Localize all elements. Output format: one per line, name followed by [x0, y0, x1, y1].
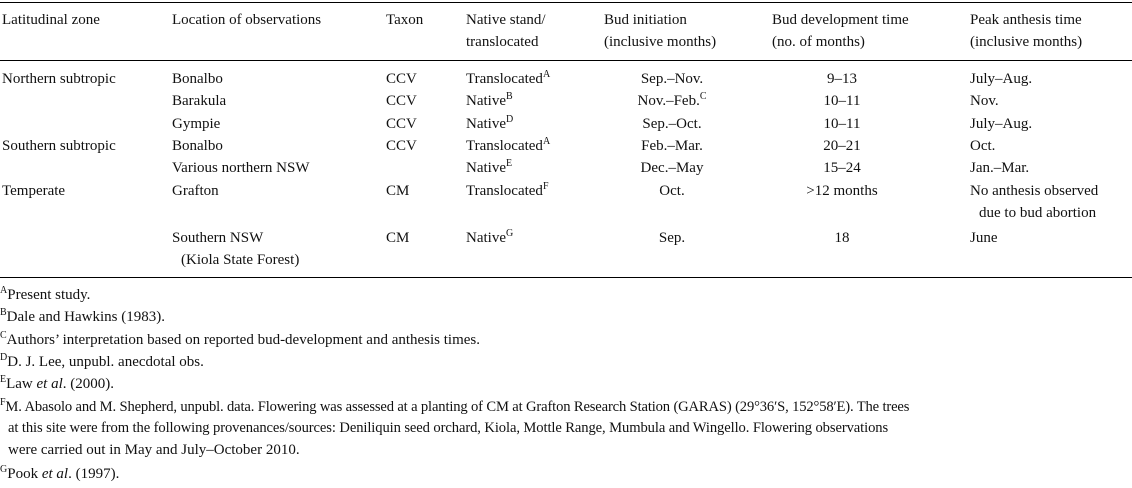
footnote-mark: G	[505, 228, 514, 239]
footnote-mark: B	[505, 91, 513, 102]
header-bud-dev-line2: (no. of months)	[772, 34, 865, 50]
row-peak: Oct.	[970, 138, 996, 154]
row-bud-init-text: Feb.–Mar.	[641, 138, 703, 154]
row-taxon: CCV	[386, 71, 417, 87]
row-native: NativeD	[466, 115, 513, 134]
row-bud-dev: 20–21	[823, 138, 861, 154]
row-bud-init-text: Sep.–Oct.	[642, 116, 702, 132]
row-taxon: CCV	[386, 93, 417, 109]
top-rule	[0, 2, 1132, 3]
row-bud-init: Feb.–Mar.	[604, 137, 740, 156]
header-bud-init-line2: (inclusive months)	[604, 34, 717, 50]
row-location: Grafton	[172, 183, 219, 199]
row-bud-init-text: Dec.–May	[640, 160, 704, 176]
row-bud-init-text: Nov.–Feb.	[637, 93, 700, 109]
row-bud-init: Nov.–Feb.C	[604, 92, 740, 111]
row-bud-init: Dec.–May	[604, 159, 740, 178]
row-zone: Southern subtropic	[2, 138, 116, 154]
footnote-g: GPook et al. (1997).	[0, 464, 120, 483]
row-native: NativeE	[466, 159, 512, 178]
row-location: Gympie	[172, 116, 221, 132]
row-peak: Jan.–Mar.	[970, 160, 1030, 176]
row-bud-init-text: Sep.	[658, 230, 686, 246]
row-native-text: Translocated	[466, 138, 543, 154]
footnote-mark: A	[542, 136, 551, 147]
bottom-rule	[0, 277, 1132, 278]
row-zone: Temperate	[2, 183, 66, 199]
footnote-e: ELaw et al. (2000).	[0, 374, 115, 393]
row-taxon: CCV	[386, 138, 417, 154]
row-bud-dev: 10–11	[823, 116, 861, 132]
row-native-text: Native	[466, 93, 506, 109]
row-native-text: Native	[466, 230, 506, 246]
row-native-text: Translocated	[466, 71, 543, 87]
footnote-mark: E	[505, 158, 513, 169]
row-bud-init-text: Sep.–Nov.	[640, 71, 704, 87]
header-peak-line1: Peak anthesis time	[970, 12, 1082, 28]
row-peak: No anthesis observed	[970, 183, 1099, 199]
row-taxon: CCV	[386, 116, 417, 132]
header-bud-init-line1: Bud initiation	[604, 12, 687, 28]
row-bud-dev: >12 months	[806, 183, 878, 199]
row-peak-line2: due to bud abortion	[979, 205, 1097, 221]
row-native: TranslocatedF	[466, 182, 549, 201]
row-bud-init-text: Oct.	[659, 183, 685, 199]
footnote-a: APresent study.	[0, 285, 91, 304]
footnote-d: DD. J. Lee, unpubl. anecdotal obs.	[0, 352, 204, 371]
row-location-line2: (Kiola State Forest)	[181, 252, 300, 268]
header-native-line1: Native stand/	[466, 12, 546, 28]
footnote-f-line3: were carried out in May and July–October…	[8, 442, 300, 458]
header-zone: Latitudinal zone	[2, 12, 100, 28]
row-native-text: Native	[466, 160, 506, 176]
row-native: NativeG	[466, 229, 513, 248]
row-taxon: CM	[386, 183, 410, 199]
footnote-mark: C	[699, 91, 707, 102]
row-peak: July–Aug.	[970, 71, 1033, 87]
header-rule	[0, 60, 1132, 61]
row-bud-init: Sep.–Oct.	[604, 115, 740, 134]
row-peak: June	[970, 230, 998, 246]
row-bud-init: Sep.–Nov.	[604, 70, 740, 89]
row-peak: July–Aug.	[970, 116, 1033, 132]
footnote-c: CAuthors’ interpretation based on report…	[0, 330, 481, 349]
row-bud-dev: 10–11	[823, 93, 861, 109]
footnote-f-line1: FM. Abasolo and M. Shepherd, unpubl. dat…	[0, 397, 910, 415]
header-peak-line2: (inclusive months)	[970, 34, 1083, 50]
row-peak: Nov.	[970, 93, 999, 109]
row-native: TranslocatedA	[466, 137, 550, 156]
footnote-f-line2: at this site were from the following pro…	[8, 420, 889, 436]
row-bud-dev: 15–24	[823, 160, 861, 176]
row-location: Bonalbo	[172, 71, 223, 87]
row-location: Bonalbo	[172, 138, 223, 154]
row-bud-dev: 9–13	[827, 71, 857, 87]
header-location: Location of observations	[172, 12, 322, 28]
row-zone: Northern subtropic	[2, 71, 116, 87]
header-taxon: Taxon	[386, 12, 424, 28]
row-location: Various northern NSW	[172, 160, 310, 176]
row-native-text: Translocated	[466, 183, 543, 199]
footnote-mark: A	[542, 69, 551, 80]
row-taxon: CM	[386, 230, 410, 246]
row-bud-init: Sep.	[604, 229, 740, 248]
row-native: TranslocatedA	[466, 70, 550, 89]
row-location: Barakula	[172, 93, 227, 109]
footnote-mark: F	[542, 181, 549, 192]
header-native-line2: translocated	[466, 34, 539, 50]
row-location: Southern NSW	[172, 230, 264, 246]
row-bud-dev: 18	[834, 230, 850, 246]
footnote-b: BDale and Hawkins (1983).	[0, 307, 165, 326]
row-native: NativeB	[466, 92, 513, 111]
header-bud-dev-line1: Bud development time	[772, 12, 909, 28]
footnote-mark: D	[505, 114, 514, 125]
row-native-text: Native	[466, 116, 506, 132]
row-bud-init: Oct.	[604, 182, 740, 201]
